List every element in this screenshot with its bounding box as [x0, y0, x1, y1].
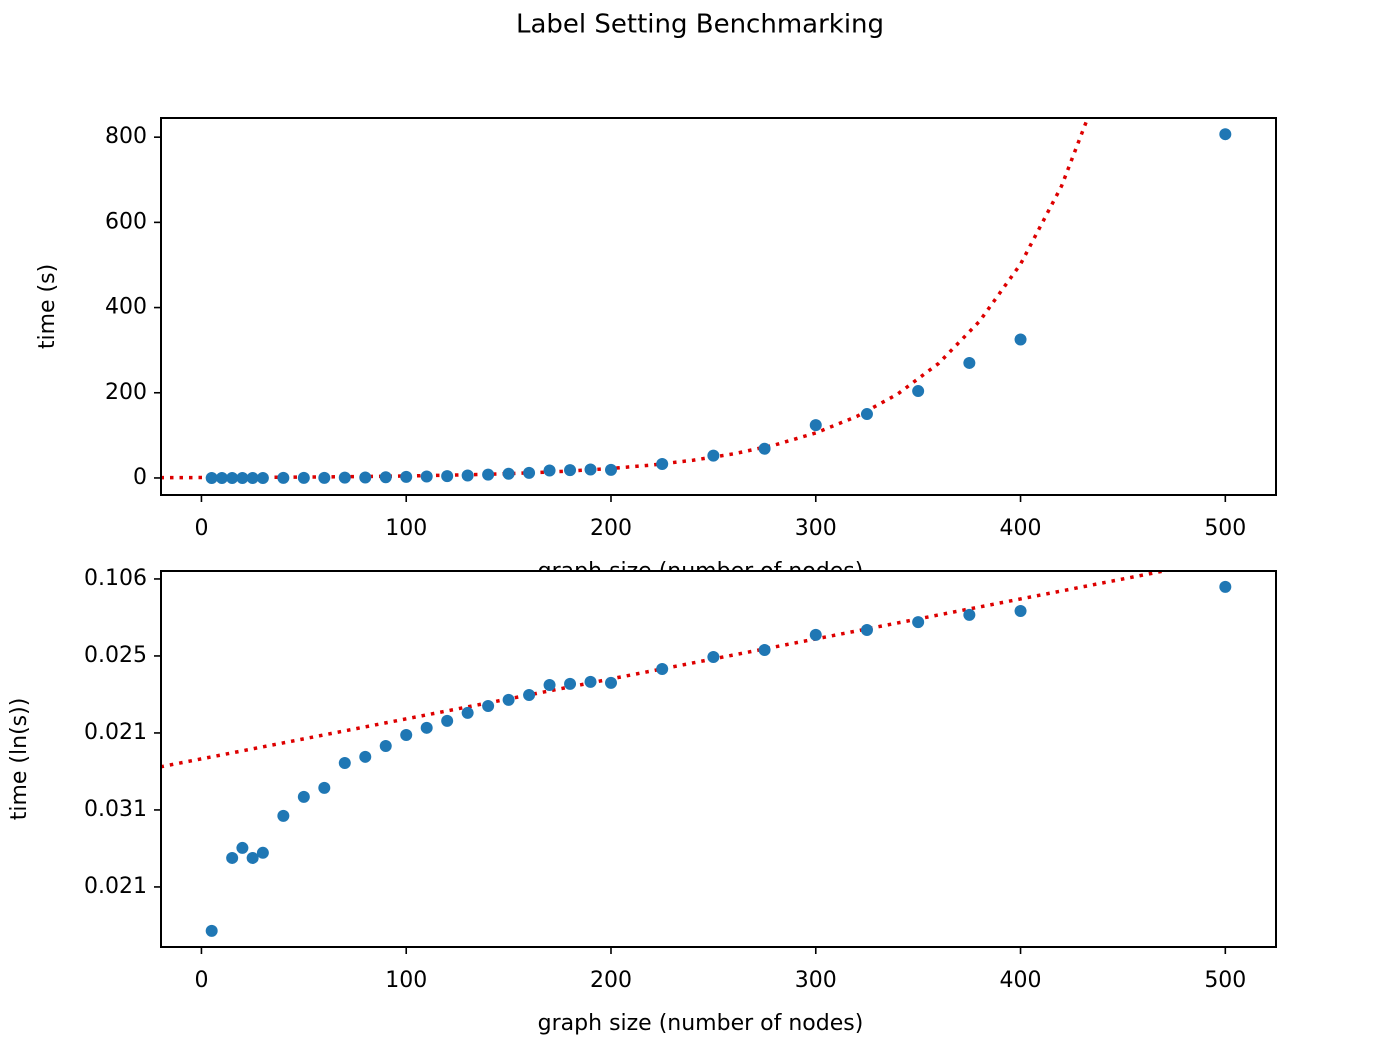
point [502, 467, 515, 480]
x-tick-label: 500 [1204, 516, 1246, 541]
point [912, 385, 925, 398]
point [523, 688, 536, 701]
point [482, 700, 495, 713]
axes-frame [160, 570, 1277, 948]
point [205, 924, 218, 937]
point [707, 650, 720, 663]
point [277, 471, 290, 484]
x-tick-label: 0 [194, 516, 208, 541]
point [420, 470, 433, 483]
point [236, 841, 249, 854]
point [359, 750, 372, 763]
point [226, 471, 239, 484]
x-tick-label: 500 [1204, 968, 1246, 993]
point [379, 471, 392, 484]
point [482, 468, 495, 481]
point [461, 469, 474, 482]
x-axis-label: graph size (number of nodes) [538, 1011, 864, 1036]
plot-area [161, 118, 1232, 484]
plot-area [161, 571, 1232, 937]
point [604, 676, 617, 689]
point [584, 463, 597, 476]
y-tick-label: 800 [105, 124, 147, 149]
point [758, 442, 771, 455]
x-tick-label: 100 [385, 968, 427, 993]
point [1014, 333, 1027, 346]
point [860, 624, 873, 637]
point [604, 463, 617, 476]
point [656, 457, 669, 470]
y-tick-label: 200 [105, 380, 147, 405]
point [338, 471, 351, 484]
fit-line [161, 118, 1090, 480]
point [523, 466, 536, 479]
point [441, 714, 454, 727]
y-tick-label: 0.021 [84, 720, 147, 745]
point [379, 740, 392, 753]
point [809, 419, 822, 432]
y-tick-label: 400 [105, 295, 147, 320]
point [543, 678, 556, 691]
point [256, 471, 269, 484]
point [246, 471, 259, 484]
point [912, 616, 925, 629]
point [297, 471, 310, 484]
point [963, 608, 976, 621]
y-tick-label: 0.031 [84, 797, 147, 822]
point [359, 471, 372, 484]
x-tick-label: 400 [1000, 516, 1042, 541]
point [963, 356, 976, 369]
point [809, 628, 822, 641]
point [400, 470, 413, 483]
point [860, 408, 873, 421]
x-tick-label: 100 [385, 516, 427, 541]
point [400, 729, 413, 742]
point [1014, 605, 1027, 618]
x-tick-label: 200 [590, 968, 632, 993]
point [338, 756, 351, 769]
point [318, 471, 331, 484]
point [502, 693, 515, 706]
point [707, 449, 720, 462]
point [256, 846, 269, 859]
y-tick-label: 0 [133, 465, 147, 490]
point [205, 471, 218, 484]
x-tick-label: 200 [590, 516, 632, 541]
x-tick-label: 400 [1000, 968, 1042, 993]
y-axis-label: time (s) [35, 264, 60, 349]
point [758, 644, 771, 657]
point [543, 464, 556, 477]
point [564, 677, 577, 690]
point [236, 471, 249, 484]
point [656, 663, 669, 676]
point [584, 675, 597, 688]
y-tick-label: 0.021 [84, 874, 147, 899]
axes-background [161, 571, 1276, 947]
point [564, 464, 577, 477]
point [420, 721, 433, 734]
point [246, 851, 259, 864]
point [297, 790, 310, 803]
point [441, 470, 454, 483]
x-tick-label: 300 [795, 968, 837, 993]
axes-frame [160, 117, 1277, 496]
point [318, 781, 331, 794]
axes-background [161, 118, 1276, 495]
point [215, 471, 228, 484]
axes: 0 100 200 300 400 500 0.106 0.025 0.021 0.031 0.02… [7, 566, 1277, 1036]
y-tick-label: 0.106 [84, 566, 147, 591]
y-axis-label: time (ln(s)) [7, 698, 32, 821]
point [1219, 580, 1232, 593]
y-tick-label: 600 [105, 209, 147, 234]
y-tick-label: 0.025 [84, 643, 147, 668]
point [1219, 128, 1232, 141]
x-tick-label: 300 [795, 516, 837, 541]
point [461, 706, 474, 719]
point [226, 851, 239, 864]
x-tick-label: 0 [194, 968, 208, 993]
figure-title: Label Setting Benchmarking [516, 10, 884, 40]
point [277, 809, 290, 822]
